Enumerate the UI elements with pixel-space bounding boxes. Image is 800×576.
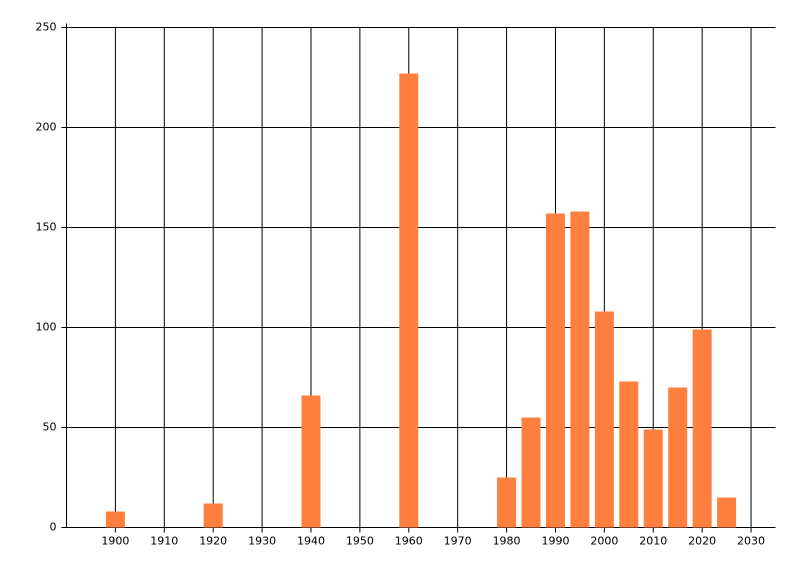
bar [619, 381, 639, 528]
bar [301, 395, 321, 528]
bar [105, 511, 125, 528]
x-tick-label: 1910 [150, 535, 178, 548]
x-tick-label: 1950 [346, 535, 374, 548]
x-tick-label: 1940 [297, 535, 325, 548]
x-tick-label: 1920 [199, 535, 227, 548]
x-tick-label: 1900 [101, 535, 129, 548]
y-tick-label: 50 [43, 421, 57, 434]
x-tick-label: 1970 [444, 535, 472, 548]
y-tick-label: 150 [36, 221, 57, 234]
bar [203, 503, 223, 528]
bar [545, 213, 565, 528]
bar [570, 211, 590, 528]
bar [692, 329, 712, 528]
bar [521, 417, 541, 528]
bar [497, 477, 517, 528]
x-tick-label: 1930 [248, 535, 276, 548]
y-tick-label: 0 [50, 521, 57, 534]
x-tick-label: 2030 [737, 535, 765, 548]
x-tick-label: 2010 [639, 535, 667, 548]
bar [643, 429, 663, 528]
x-tick-label: 2000 [590, 535, 618, 548]
bar [717, 497, 737, 528]
bar [594, 311, 614, 528]
y-tick-label: 100 [36, 321, 57, 334]
x-tick-label: 1980 [493, 535, 521, 548]
x-tick-label: 1990 [541, 535, 569, 548]
bar [399, 73, 419, 528]
y-tick-label: 250 [36, 21, 57, 34]
x-tick-label: 2020 [688, 535, 716, 548]
bar [668, 387, 688, 528]
y-tick-label: 200 [36, 121, 57, 134]
x-tick-label: 1960 [395, 535, 423, 548]
